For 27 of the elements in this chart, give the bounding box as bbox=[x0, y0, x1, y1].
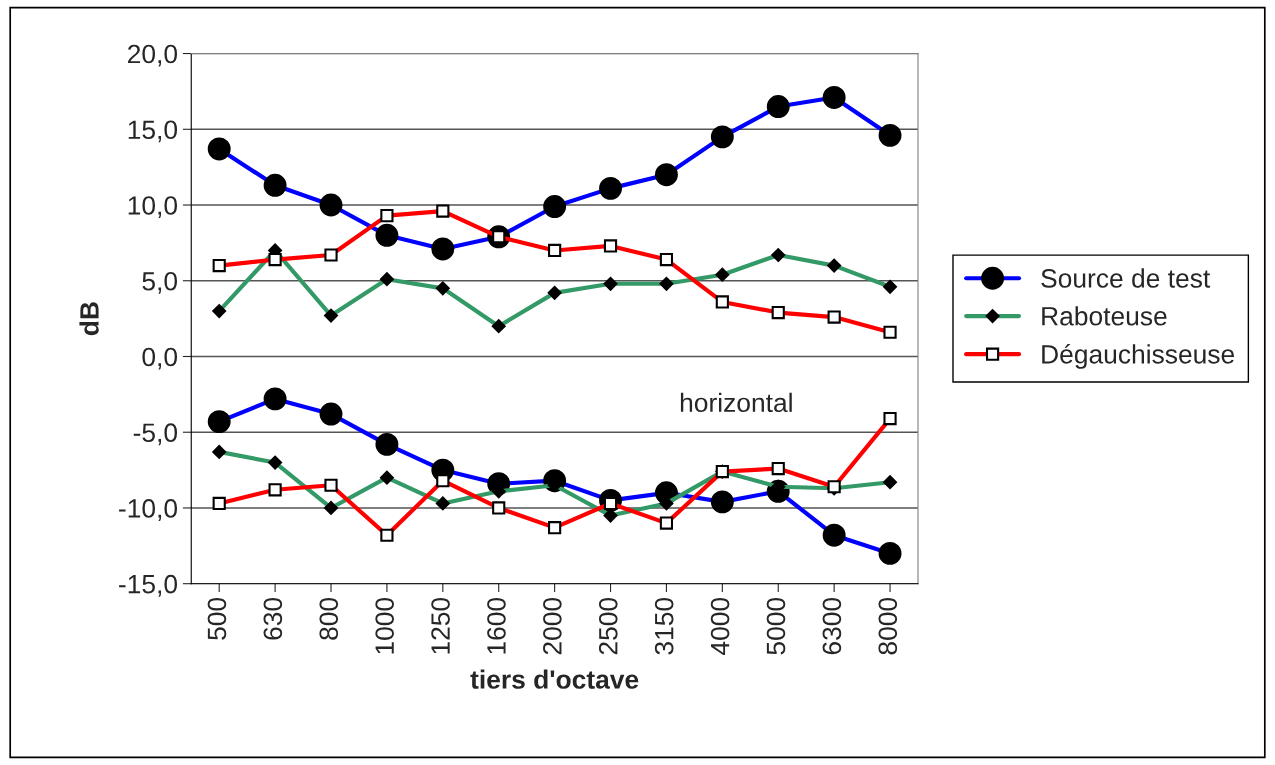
y-tick-label: 10,0 bbox=[128, 196, 178, 218]
x-tick-label: 3150 bbox=[654, 597, 674, 655]
y-axis-title: dB bbox=[79, 302, 99, 336]
x-tick-label: 800 bbox=[319, 597, 339, 640]
x-tick-label: 630 bbox=[263, 597, 283, 640]
x-tick-label: 1000 bbox=[375, 597, 394, 654]
y-tick-label: 20,0 bbox=[128, 44, 178, 67]
x-tick-label: 6300 bbox=[822, 597, 842, 655]
x-tick-label: 8000 bbox=[878, 597, 898, 655]
y-tick-label: -10,0 bbox=[119, 499, 178, 521]
y-tick-label: -15,0 bbox=[119, 574, 178, 597]
x-tick-label: 4000 bbox=[710, 597, 730, 655]
x-axis-title: tiers d'octave bbox=[470, 669, 639, 689]
y-tick-label: 0,0 bbox=[142, 347, 178, 370]
y-tick-label: 5,0 bbox=[142, 271, 178, 294]
y-tick-label: -5,0 bbox=[133, 423, 178, 446]
x-tick-label: 1600 bbox=[487, 597, 506, 654]
x-tick-label: 2000 bbox=[543, 597, 562, 655]
y-tick-label: 15,0 bbox=[128, 120, 178, 143]
x-tick-label: 5000 bbox=[766, 597, 786, 655]
x-tick-label: 500 bbox=[207, 597, 227, 640]
legend-label: Source de test bbox=[1041, 268, 1211, 288]
annotation: horizontal bbox=[680, 392, 792, 413]
legend-label: Raboteuse bbox=[1042, 306, 1167, 326]
legend-label: Dégauchisseuse bbox=[1042, 343, 1235, 369]
x-tick-label: 1250 bbox=[431, 597, 450, 654]
x-tick-label: 2500 bbox=[598, 597, 618, 655]
